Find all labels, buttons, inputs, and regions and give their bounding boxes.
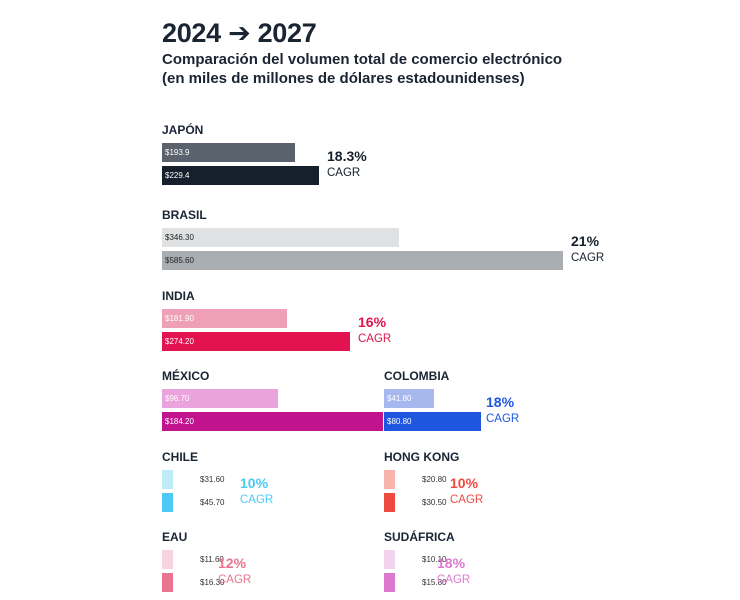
bar-sudafrica-2027 xyxy=(384,573,395,592)
country-label-japon: JAPÓN xyxy=(162,123,204,137)
bar-value-label: $585.60 xyxy=(165,256,194,265)
subtitle-line-2: (en miles de millones de dólares estadou… xyxy=(162,70,525,87)
bar-value-label: $10.10 xyxy=(422,555,447,564)
bar-value-label: $41.80 xyxy=(387,394,412,403)
bar-india-2027 xyxy=(162,332,350,351)
bar-value-label: $184.20 xyxy=(165,417,194,426)
cagr-label: CAGR xyxy=(218,574,252,586)
bar-colombia-2027 xyxy=(384,412,481,431)
country-label-chile: CHILE xyxy=(162,450,198,464)
country-label-india: INDIA xyxy=(162,289,195,303)
chart-subtitle: Comparación del volumen total de comerci… xyxy=(162,50,682,88)
bar-value-label: $11.60 xyxy=(200,555,224,564)
bar-eau-2024 xyxy=(162,550,173,569)
cagr-label: CAGR xyxy=(450,494,484,506)
country-label-brasil: BRASIL xyxy=(162,208,207,222)
bar-chile-2024 xyxy=(162,470,173,489)
cagr-label: CAGR xyxy=(358,333,392,345)
bar-mexico-2027 xyxy=(162,412,383,431)
cagr-label: CAGR xyxy=(437,574,471,586)
bar-eau-2027 xyxy=(162,573,173,592)
bar-colombia-2024 xyxy=(384,389,434,408)
bar-value-label: $181.90 xyxy=(165,314,194,323)
bar-value-label: $96.70 xyxy=(165,394,190,403)
cagr-percent: 10% xyxy=(450,475,479,491)
bar-value-label: $80.80 xyxy=(387,417,412,426)
bar-brasil-2027 xyxy=(162,251,563,270)
country-label-colombia: COLOMBIA xyxy=(384,369,450,383)
bar-value-label: $15.80 xyxy=(422,578,447,587)
bar-japon-2024 xyxy=(162,143,295,162)
cagr-label: CAGR xyxy=(486,413,520,425)
bar-value-label: $229.4 xyxy=(165,171,190,180)
cagr-percent: 18% xyxy=(486,394,515,410)
cagr-label: CAGR xyxy=(240,494,274,506)
bar-chile-2027 xyxy=(162,493,173,512)
bar-value-label: $16.30 xyxy=(200,578,225,587)
bar-value-label: $346.30 xyxy=(165,233,194,242)
bar-sudafrica-2024 xyxy=(384,550,395,569)
bar-mexico-2024 xyxy=(162,389,278,408)
bar-value-label: $31.60 xyxy=(200,475,225,484)
bar-value-label: $45.70 xyxy=(200,498,225,507)
country-label-eau: EAU xyxy=(162,530,188,544)
cagr-percent: 10% xyxy=(240,475,269,491)
bar-japon-2027 xyxy=(162,166,319,185)
country-label-sudafrica: SUDÁFRICA xyxy=(384,530,455,544)
country-label-hong-kong: HONG KONG xyxy=(384,450,460,464)
cagr-percent: 18% xyxy=(437,555,466,571)
bar-brasil-2024 xyxy=(162,228,399,247)
cagr-percent: 16% xyxy=(358,314,387,330)
chart-title: 2024 ➔ 2027 xyxy=(162,18,317,48)
bar-hong-kong-2027 xyxy=(384,493,395,512)
bar-value-label: $193.9 xyxy=(165,148,190,157)
bar-value-label: $20.80 xyxy=(422,475,447,484)
cagr-percent: 18.3% xyxy=(327,148,367,164)
cagr-percent: 21% xyxy=(571,233,600,249)
cagr-percent: 12% xyxy=(218,555,247,571)
bar-india-2024 xyxy=(162,309,287,328)
country-label-mexico: MÉXICO xyxy=(162,369,210,383)
bar-value-label: $30.50 xyxy=(422,498,447,507)
cagr-label: CAGR xyxy=(327,167,361,179)
bar-hong-kong-2024 xyxy=(384,470,395,489)
bar-value-label: $274.20 xyxy=(165,337,194,346)
cagr-label: CAGR xyxy=(571,252,605,264)
subtitle-line-1: Comparación del volumen total de comerci… xyxy=(162,51,563,68)
